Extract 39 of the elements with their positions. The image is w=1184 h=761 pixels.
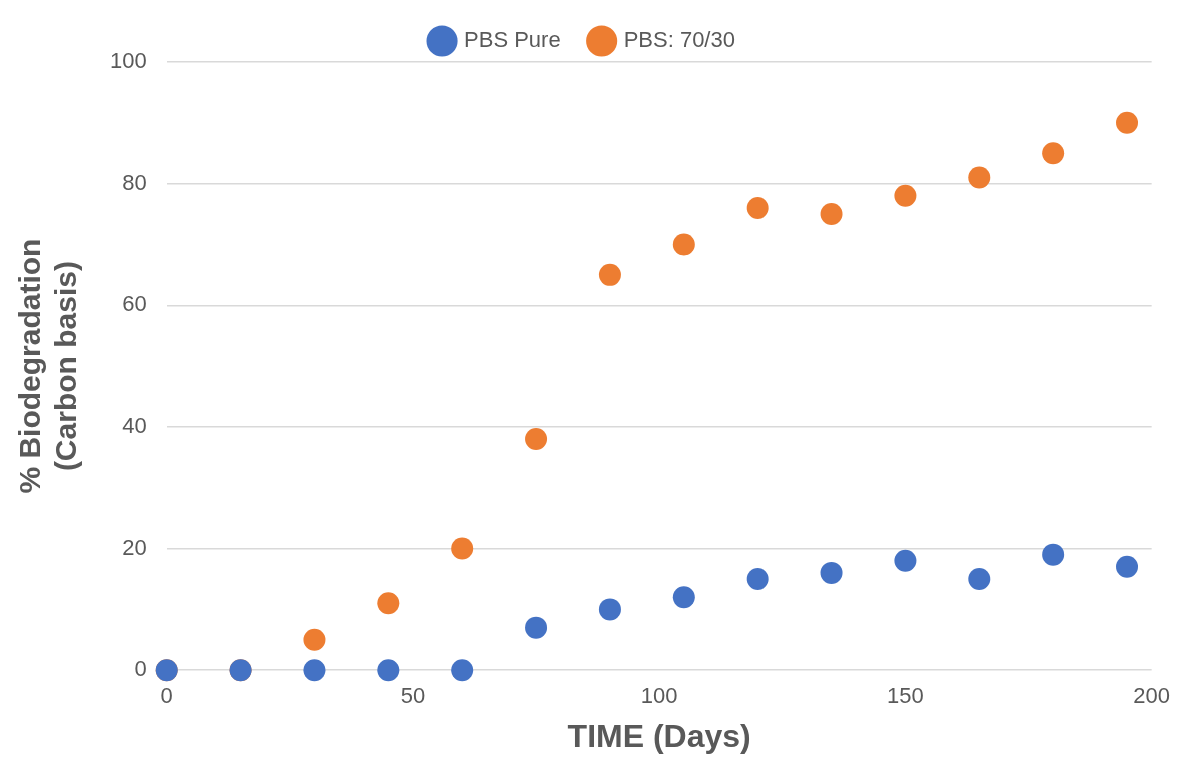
point <box>1116 555 1139 578</box>
point <box>377 592 400 615</box>
y-tick-label: 80 <box>122 169 147 195</box>
point <box>820 203 843 226</box>
point <box>820 561 843 584</box>
x-tick-label: 150 <box>887 683 924 709</box>
y-tick-label: 60 <box>122 291 147 317</box>
point <box>451 659 474 682</box>
point <box>746 196 769 219</box>
x-axis-title: TIME (Days) <box>567 717 751 754</box>
point <box>451 537 474 560</box>
point <box>303 628 326 651</box>
x-tick-label: 100 <box>640 683 678 709</box>
x-tick-label: 50 <box>400 683 426 709</box>
point <box>894 549 917 572</box>
legend-label: PBS: 70/30 <box>623 27 735 53</box>
y-tick-label: 40 <box>122 412 147 438</box>
point <box>598 263 621 286</box>
x-tick-label: 200 <box>1133 683 1171 709</box>
point <box>894 184 917 207</box>
point <box>968 567 991 590</box>
point <box>968 166 991 189</box>
point <box>1042 142 1065 165</box>
point <box>672 586 695 609</box>
point <box>746 567 769 590</box>
point <box>525 616 548 639</box>
y-axis-title: % Biodegradation (Carbon basis) <box>13 238 83 494</box>
point <box>672 233 695 256</box>
point <box>1116 111 1139 134</box>
y-tick-label: 20 <box>122 534 147 560</box>
point <box>377 659 400 682</box>
x-tick-label: 0 <box>160 683 173 709</box>
point <box>1042 543 1065 566</box>
point <box>598 598 621 621</box>
y-tick-label: 0 <box>134 656 147 682</box>
legend-label: PBS Pure <box>464 27 561 53</box>
y-tick-label: 100 <box>109 48 147 74</box>
point <box>303 659 326 682</box>
point <box>525 428 548 451</box>
